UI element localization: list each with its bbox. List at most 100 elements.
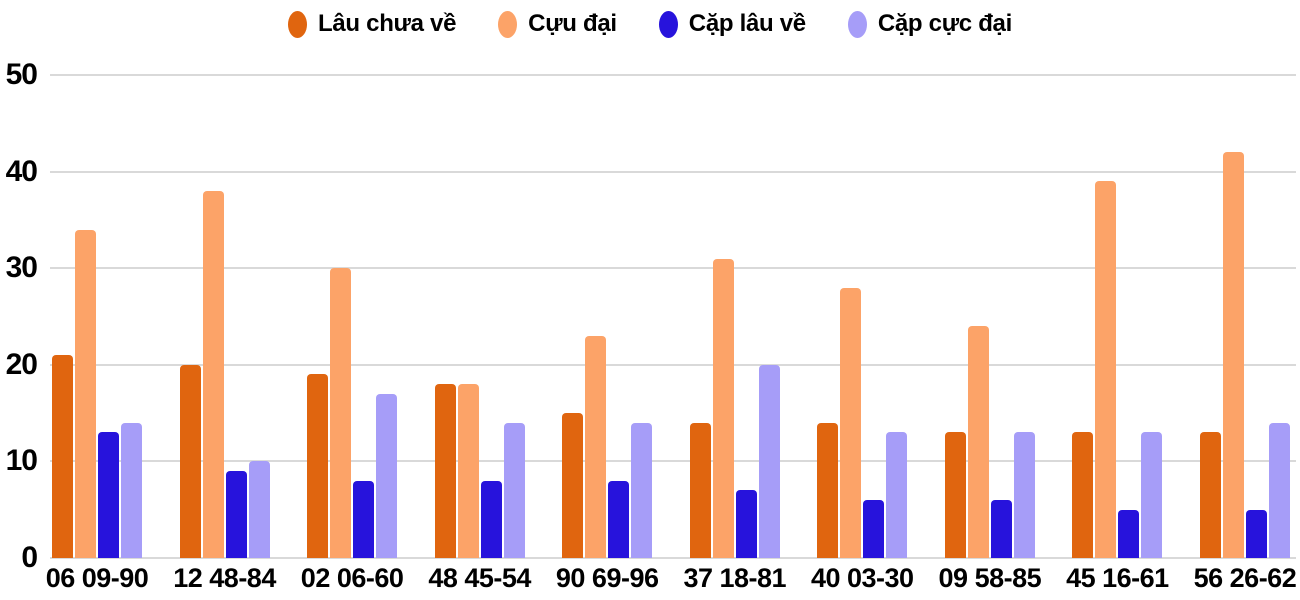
bar-group-5: [689, 259, 780, 558]
y-tick-label-30: 30: [5, 251, 38, 284]
bar-s1-c5[interactable]: [712, 259, 734, 558]
gridline-10: [50, 460, 1296, 462]
x-tick-cell-3: 48 45-54: [428, 560, 531, 596]
bar-group-6: [817, 288, 908, 558]
bar-group-7: [944, 326, 1035, 558]
legend-item-series-2[interactable]: Cặp lâu về: [658, 10, 806, 38]
bar-s3-c0[interactable]: [121, 423, 142, 558]
bar-group-4: [562, 336, 653, 558]
bar-s2-c9[interactable]: [1245, 510, 1267, 558]
bar-group-9: [1199, 152, 1290, 558]
x-tick-cell-5: 37 18-81: [683, 560, 786, 596]
bar-s0-c6[interactable]: [817, 423, 839, 558]
bar-group-0: [52, 230, 142, 558]
bar-group-8: [1072, 181, 1163, 558]
bar-s1-c9[interactable]: [1222, 152, 1244, 558]
x-tick-cell-2: 02 06-60: [301, 560, 404, 596]
gridline-20: [50, 364, 1296, 366]
bar-s0-c3[interactable]: [434, 384, 456, 558]
bar-s0-c7[interactable]: [944, 432, 966, 558]
bar-s3-c2[interactable]: [376, 394, 398, 558]
legend-label: Cựu đại: [528, 10, 617, 37]
y-tick-label-50: 50: [5, 58, 38, 91]
y-tick-label-0: 0: [21, 541, 38, 574]
x-tick-label: 37 18-81: [683, 563, 787, 593]
y-tick-label-10: 10: [5, 444, 38, 477]
y-tick-label-40: 40: [5, 155, 38, 188]
bar-s3-c8[interactable]: [1141, 432, 1163, 558]
bar-s2-c5[interactable]: [735, 490, 757, 558]
bar-s3-c7[interactable]: [1013, 432, 1035, 558]
gridline-50: [50, 74, 1296, 76]
bar-s3-c9[interactable]: [1268, 423, 1290, 558]
gridline-30: [50, 267, 1296, 269]
bar-s0-c1[interactable]: [179, 365, 201, 558]
y-axis: 0 10 20 30 40 50: [0, 59, 38, 574]
bar-s3-c3[interactable]: [503, 423, 525, 558]
x-tick-label: 40 03-30: [810, 563, 914, 593]
y-tick-label-20: 20: [5, 348, 38, 381]
bar-group-2: [307, 268, 398, 558]
bar-s1-c0[interactable]: [75, 230, 96, 558]
legend-swatch-icon: [658, 10, 678, 38]
legend-label: Cặp lâu về: [688, 10, 806, 37]
x-tick-cell-9: 56 26-62: [1194, 560, 1297, 596]
bar-s1-c8[interactable]: [1095, 181, 1117, 558]
x-tick-cell-4: 90 69-96: [556, 560, 659, 596]
legend-swatch-icon: [847, 10, 867, 38]
bar-s2-c1[interactable]: [225, 471, 247, 558]
legend-item-series-1[interactable]: Cựu đại: [498, 10, 617, 38]
bar-s0-c9[interactable]: [1199, 432, 1221, 558]
bar-s0-c0[interactable]: [52, 355, 73, 558]
legend-item-series-0[interactable]: Lâu chưa về: [288, 10, 456, 38]
bar-s2-c8[interactable]: [1118, 510, 1140, 558]
bar-s0-c5[interactable]: [689, 423, 711, 558]
x-tick-cell-0: 06 09-90: [46, 560, 149, 596]
bar-s2-c4[interactable]: [608, 481, 630, 558]
x-tick-label: 56 26-62: [1193, 563, 1297, 593]
gridline-40: [50, 171, 1296, 173]
bar-s3-c5[interactable]: [758, 365, 780, 558]
x-tick-cell-7: 09 58-85: [939, 560, 1042, 596]
x-axis: 06 09-90 12 48-84 02 06-60 48 45-54 90 69-96…: [46, 560, 1297, 596]
x-tick-label: 02 06-60: [300, 563, 404, 593]
gridline-0: [50, 557, 1296, 559]
x-tick-label: 90 69-96: [555, 563, 659, 593]
bar-group-3: [434, 384, 525, 558]
bars-layer: [50, 75, 1296, 558]
bar-s1-c1[interactable]: [202, 191, 224, 558]
x-tick-label: 48 45-54: [428, 563, 531, 593]
bar-s0-c8[interactable]: [1072, 432, 1094, 558]
bar-s2-c6[interactable]: [863, 500, 885, 558]
bar-group-1: [179, 191, 270, 558]
bar-s3-c6[interactable]: [886, 432, 908, 558]
bar-s2-c0[interactable]: [98, 432, 119, 558]
bar-s2-c3[interactable]: [480, 481, 502, 558]
legend-label: Lâu chưa về: [318, 10, 457, 37]
legend-swatch-icon: [288, 10, 308, 38]
x-tick-label: 06 09-90: [45, 563, 149, 593]
x-tick-cell-8: 45 16-61: [1066, 560, 1169, 596]
bar-s1-c7[interactable]: [967, 326, 989, 558]
bar-s1-c4[interactable]: [585, 336, 607, 558]
legend: Lâu chưa về Cựu đại Cặp lâu về Cặp cực đại: [0, 10, 1300, 38]
bar-s3-c4[interactable]: [631, 423, 653, 558]
x-tick-label: 12 48-84: [173, 563, 276, 593]
bar-s1-c2[interactable]: [330, 268, 352, 558]
bar-s2-c7[interactable]: [990, 500, 1012, 558]
legend-swatch-icon: [498, 10, 518, 38]
legend-item-series-3[interactable]: Cặp cực đại: [847, 10, 1012, 38]
x-tick-cell-6: 40 03-30: [811, 560, 914, 596]
bar-s0-c2[interactable]: [307, 374, 329, 558]
x-tick-label: 09 58-85: [938, 563, 1042, 593]
x-tick-label: 45 16-61: [1066, 563, 1169, 593]
bar-s0-c4[interactable]: [562, 413, 584, 558]
bar-s1-c6[interactable]: [840, 288, 862, 558]
bar-s1-c3[interactable]: [457, 384, 479, 558]
bar-s2-c2[interactable]: [353, 481, 375, 558]
bar-s3-c1[interactable]: [248, 461, 270, 558]
legend-label: Cặp cực đại: [877, 10, 1012, 37]
plot-area: [50, 74, 1296, 559]
x-tick-cell-1: 12 48-84: [173, 560, 276, 596]
